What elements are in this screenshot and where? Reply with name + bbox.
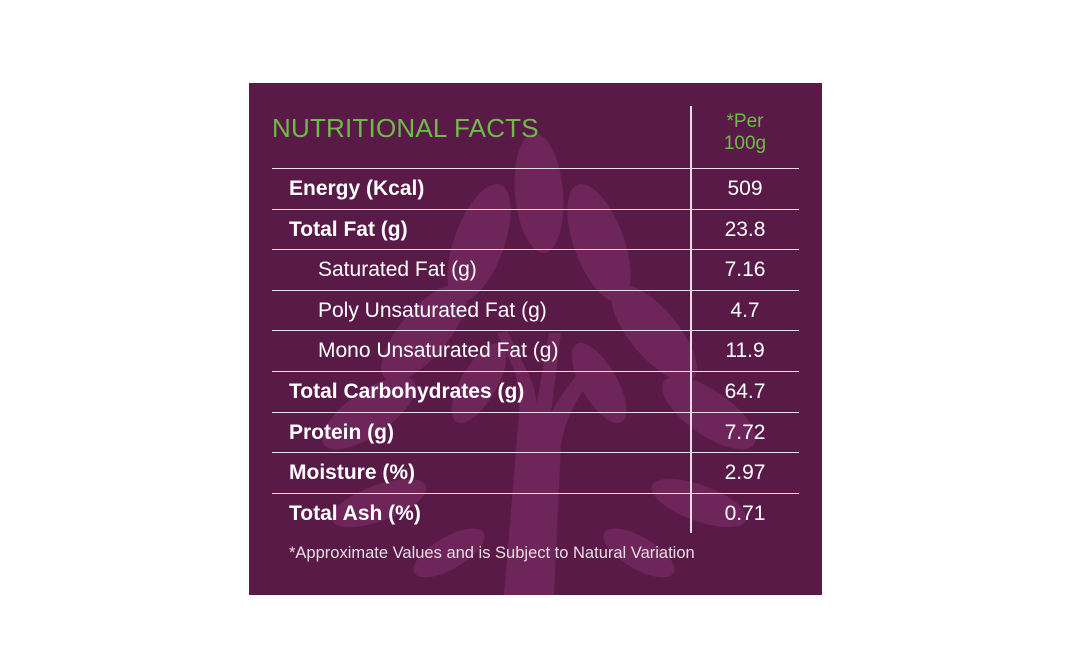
nutrition-panel: NUTRITIONAL FACTS *Per 100g Energy (Kcal…	[249, 83, 822, 595]
table-title: NUTRITIONAL FACTS	[272, 113, 539, 143]
nutrient-value: 2.97	[724, 461, 766, 485]
nutrient-value: 4.7	[730, 298, 760, 322]
nutrient-value: 7.16	[724, 258, 766, 282]
nutrient-label: Poly Unsaturated Fat (g)	[318, 298, 547, 322]
per-100g-header: *Per 100g	[690, 111, 800, 155]
table-row: Saturated Fat (g) 7.16	[272, 249, 799, 290]
table-row: Total Fat (g) 23.8	[272, 208, 799, 250]
nutrient-label: Total Carbohydrates (g)	[289, 379, 525, 403]
per-label: *Per	[726, 111, 764, 132]
table-row: Total Ash (%) 0.71	[272, 492, 799, 534]
nutrient-value: 509	[727, 177, 763, 200]
nutrition-rows: Energy (Kcal) 509 Total Fat (g) 23.8 Sat…	[272, 168, 799, 533]
tree-watermark	[322, 133, 756, 595]
table-row: Poly Unsaturated Fat (g) 4.7	[272, 289, 799, 331]
nutrient-label: Moisture (%)	[289, 461, 415, 485]
table-row: Energy (Kcal) 509	[272, 168, 799, 209]
table-row: Moisture (%) 2.97	[272, 452, 799, 493]
nutrient-value: 0.71	[724, 501, 766, 525]
nutrient-label: Total Fat (g)	[289, 217, 408, 241]
nutrient-label: Energy (Kcal)	[289, 177, 425, 200]
nutrient-label: Protein (g)	[289, 420, 394, 444]
nutrient-label: Total Ash (%)	[289, 501, 421, 525]
nutrient-label: Mono Unsaturated Fat (g)	[318, 339, 559, 363]
nutrient-label: Saturated Fat (g)	[318, 258, 477, 282]
nutrient-value: 11.9	[725, 339, 765, 363]
table-row: Protein (g) 7.72	[272, 411, 799, 453]
column-divider	[690, 106, 692, 533]
nutrient-value: 7.72	[724, 420, 766, 444]
nutrient-value: 23.8	[724, 217, 766, 241]
table-row: Mono Unsaturated Fat (g) 11.9	[272, 330, 799, 371]
per-amount: 100g	[723, 133, 767, 154]
table-row: Total Carbohydrates (g) 64.7	[272, 370, 799, 412]
nutrient-value: 64.7	[724, 379, 766, 403]
footnote: *Approximate Values and is Subject to Na…	[289, 544, 695, 562]
